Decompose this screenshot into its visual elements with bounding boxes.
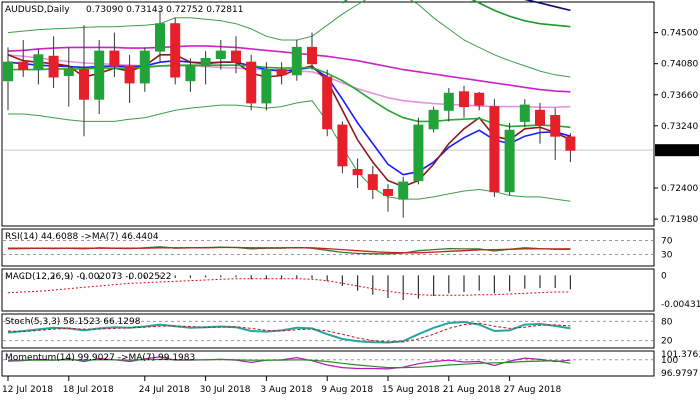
candle-body — [383, 188, 393, 196]
momentum-tick-label: 101.3761 — [661, 350, 700, 360]
date-label: 24 Jul 2018 — [139, 385, 190, 395]
moving-average-line — [341, 0, 571, 28]
candle-body — [79, 69, 89, 100]
stoch-tick-label: 80 — [661, 317, 673, 327]
candle-body — [535, 109, 545, 126]
price-tick-label: 0.73240 — [661, 122, 698, 132]
main-title-symbol: AUDUSD,Daily — [5, 5, 70, 15]
candle-body — [3, 61, 13, 82]
main-panel-frame — [1, 1, 655, 227]
candle-body — [124, 65, 135, 84]
macd-title: MACD(12,26,9) -0.002073 -0.002522 — [5, 272, 171, 282]
macd-signal-line — [7, 278, 571, 296]
candle-body — [33, 54, 44, 71]
band-lower — [8, 100, 571, 202]
candle-body — [261, 69, 272, 104]
price-tick-label: 0.74080 — [661, 60, 698, 70]
stoch-d-line — [7, 322, 571, 343]
stoch-title: Stoch(5,3,3) 58.1523 66.1298 — [5, 317, 141, 327]
candle-body — [519, 104, 530, 122]
candle-body — [352, 169, 363, 176]
date-label: 18 Jul 2018 — [63, 385, 114, 395]
candles — [3, 10, 576, 218]
momentum-tick-label: 96.9797 — [661, 369, 698, 379]
date-label: 3 Aug 2018 — [260, 385, 312, 395]
candle-body — [170, 23, 181, 78]
date-label: 9 Aug 2018 — [321, 385, 373, 395]
candle-body — [291, 46, 302, 76]
momentum-title: Momentum(14) 99.9027 ->MA(7) 99.1983 — [5, 353, 195, 363]
candle-body — [246, 61, 257, 104]
candle-body — [337, 124, 348, 167]
rsi-ma-line — [8, 246, 571, 254]
candle-body — [307, 46, 317, 65]
moving-averages — [7, 0, 571, 188]
rsi-tick-label: 70 — [661, 237, 673, 247]
current-price-box — [655, 144, 699, 157]
candle-body — [48, 55, 59, 78]
candle-body — [185, 65, 196, 82]
price-tick-label: 0.71980 — [661, 215, 698, 225]
rsi-tick-label: 30 — [661, 251, 673, 261]
candle-body — [200, 58, 211, 67]
macd-plot: 0 -0.004311 — [7, 271, 700, 310]
bollinger-bands — [7, 0, 571, 202]
candle-body — [459, 91, 469, 108]
candle-body — [322, 76, 333, 130]
momentum-tick-label: 100 — [661, 356, 678, 366]
candle-body — [413, 124, 424, 182]
price-tick-label: 0.73660 — [661, 91, 698, 101]
date-label: 12 Jul 2018 — [2, 385, 53, 395]
main-title-ohlc: 0.73090 0.73143 0.72752 0.72811 — [86, 5, 243, 15]
stoch-k-line — [7, 320, 571, 344]
candle-body — [276, 69, 287, 76]
moving-average-line — [524, 0, 571, 12]
price-tick-label: 0.74500 — [661, 29, 698, 39]
candle-body — [18, 61, 29, 71]
momentum-panel-frame — [1, 350, 655, 377]
macd-tick-label: 0 — [661, 271, 667, 281]
price-tick-label: 0.72400 — [661, 184, 698, 194]
candle-body — [443, 92, 454, 111]
candle-body — [398, 181, 409, 200]
candle-body — [550, 114, 561, 137]
macd-panel-frame — [1, 268, 655, 312]
rsi-title: RSI(14) 44.6088 ->MA(7) 46.4404 — [5, 232, 159, 242]
current-price-label: 0.72911 — [659, 147, 696, 157]
stoch-panel-frame — [1, 313, 655, 349]
candle-body — [94, 50, 105, 100]
candle-body — [428, 109, 439, 130]
candle-body — [155, 23, 165, 52]
moving-average-line — [7, 45, 571, 93]
candle-body — [489, 106, 500, 193]
price-axis: 0.74500 0.74080 0.73660 0.73240 0.72400 0.719… — [654, 29, 699, 225]
date-label: 15 Aug 2018 — [382, 385, 440, 395]
moving-average-line — [7, 59, 571, 176]
band-upper — [7, 0, 571, 78]
date-label: 21 Aug 2018 — [443, 385, 501, 395]
candle-body — [367, 174, 378, 190]
rsi-panel-frame — [1, 228, 655, 267]
momentum-line — [7, 356, 571, 370]
date-label: 30 Jul 2018 — [200, 385, 251, 395]
stoch-tick-label: 20 — [661, 337, 673, 347]
candle-body — [565, 136, 576, 151]
momentum-ma-line — [8, 358, 571, 369]
stoch-plot: 80 20 — [3, 317, 673, 347]
candle-body — [215, 50, 226, 59]
candle-body — [109, 50, 120, 67]
macd-tick-label: -0.004311 — [661, 300, 700, 310]
date-label: 27 Aug 2018 — [504, 385, 562, 395]
candle-body — [474, 92, 485, 106]
date-axis: 12 Jul 2018 18 Jul 2018 24 Jul 2018 30 Jul … — [2, 376, 562, 395]
candle-body — [504, 129, 515, 193]
candle-body — [231, 50, 241, 63]
candle-body — [139, 50, 150, 84]
candle-body — [63, 69, 74, 77]
